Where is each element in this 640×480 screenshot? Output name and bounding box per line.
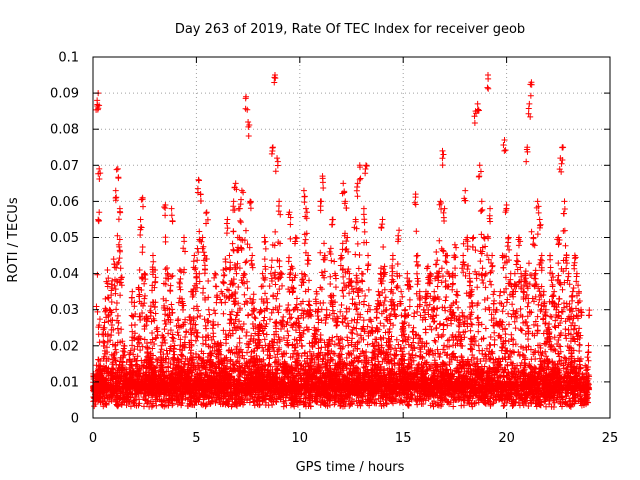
data-point [92,401,99,408]
data-point [178,402,185,409]
data-point [255,394,262,401]
data-point [301,401,308,408]
data-point [517,394,524,401]
data-point [102,400,109,407]
data-point [418,400,425,407]
data-point [150,402,157,409]
data-point [543,403,550,410]
data-point [280,403,287,410]
data-point [375,395,382,402]
chart-title: Day 263 of 2019, Rate Of TEC Index for r… [175,22,525,37]
data-point [271,359,278,366]
data-point [475,396,482,403]
data-point [450,403,457,410]
data-point [133,396,140,403]
data-point [317,401,324,408]
data-point [512,391,519,398]
data-point [490,400,497,407]
data-point [477,358,484,365]
data-point [405,402,412,409]
data-point [434,399,441,406]
data-point [533,403,540,410]
data-point [570,391,577,398]
data-point [174,401,181,408]
data-point [307,398,314,405]
data-point [360,364,367,371]
data-point [127,403,134,410]
data-point [417,396,424,403]
data-point [422,397,429,404]
data-point [500,402,507,409]
data-point [357,402,364,409]
data-point [103,401,110,408]
data-point [421,392,428,399]
data-point [377,388,384,395]
data-point [487,401,494,408]
data-point [244,396,251,403]
data-points [90,72,593,410]
data-point [100,403,107,410]
data-point [153,402,160,409]
data-point [144,400,151,407]
data-point [130,400,137,407]
data-point [381,365,388,372]
data-point [202,369,209,376]
data-point [277,394,284,401]
